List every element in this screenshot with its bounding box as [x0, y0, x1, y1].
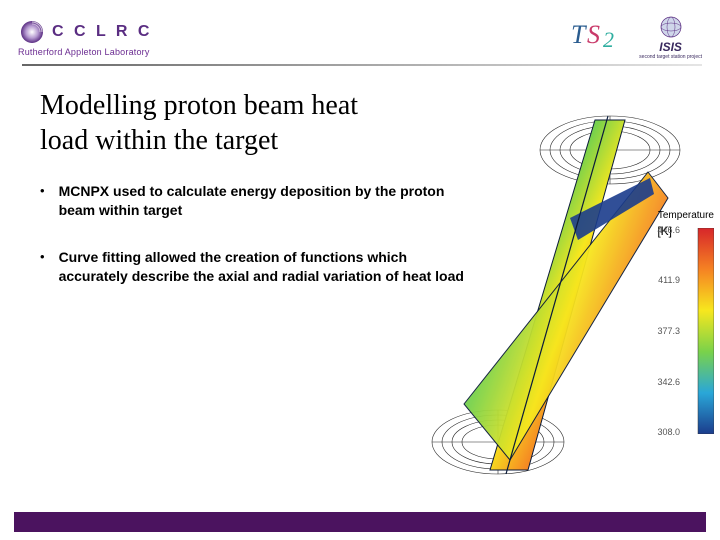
ts2-icon: T S 2 — [571, 17, 629, 57]
legend-block: Temperature — [644, 210, 714, 223]
slide-header: C C L R C Rutherford Appleton Laboratory… — [0, 0, 720, 68]
legend-tick: 411.9 — [658, 275, 680, 285]
list-item: • Curve fitting allowed the creation of … — [40, 248, 470, 286]
legend-tick: 342.6 — [657, 377, 680, 387]
svg-text:2: 2 — [603, 27, 614, 52]
isis-sub: second target station project — [639, 54, 702, 60]
header-divider — [22, 64, 702, 66]
logo-left-block: C C L R C Rutherford Appleton Laboratory — [18, 18, 152, 57]
globe-icon — [654, 14, 688, 40]
legend-tick: 308.0 — [657, 427, 680, 437]
svg-text:T: T — [571, 20, 587, 49]
title-line-2: load within the target — [40, 125, 278, 156]
color-scale-icon — [684, 228, 714, 434]
isis-label: ISIS — [659, 40, 682, 54]
beam-render-icon — [420, 72, 720, 512]
svg-text:S: S — [587, 20, 600, 49]
bullet-marker: • — [40, 248, 45, 286]
legend-tick: 377.3 — [657, 326, 680, 336]
org-acronym: C C L R C — [52, 23, 152, 41]
legend-title: Temperature — [644, 210, 714, 221]
legend-tick: 446.6 — [657, 225, 680, 235]
temperature-figure — [420, 72, 720, 512]
footer-bar — [14, 512, 706, 532]
cclrc-logo-row: C C L R C — [18, 18, 152, 46]
page-title: Modelling proton beam heat load within t… — [40, 88, 460, 158]
bullet-marker: • — [40, 182, 45, 220]
lab-name: Rutherford Appleton Laboratory — [18, 47, 150, 57]
logo-right-block: T S 2 ISIS second target station project — [571, 14, 702, 60]
list-item: • MCNPX used to calculate energy deposit… — [40, 182, 470, 220]
bullet-text: MCNPX used to calculate energy depositio… — [59, 182, 470, 220]
title-line-1: Modelling proton beam heat — [40, 90, 358, 121]
bullet-list: • MCNPX used to calculate energy deposit… — [40, 182, 470, 314]
isis-block: ISIS second target station project — [639, 14, 702, 60]
bullet-text: Curve fitting allowed the creation of fu… — [59, 248, 470, 286]
swirl-icon — [18, 18, 46, 46]
